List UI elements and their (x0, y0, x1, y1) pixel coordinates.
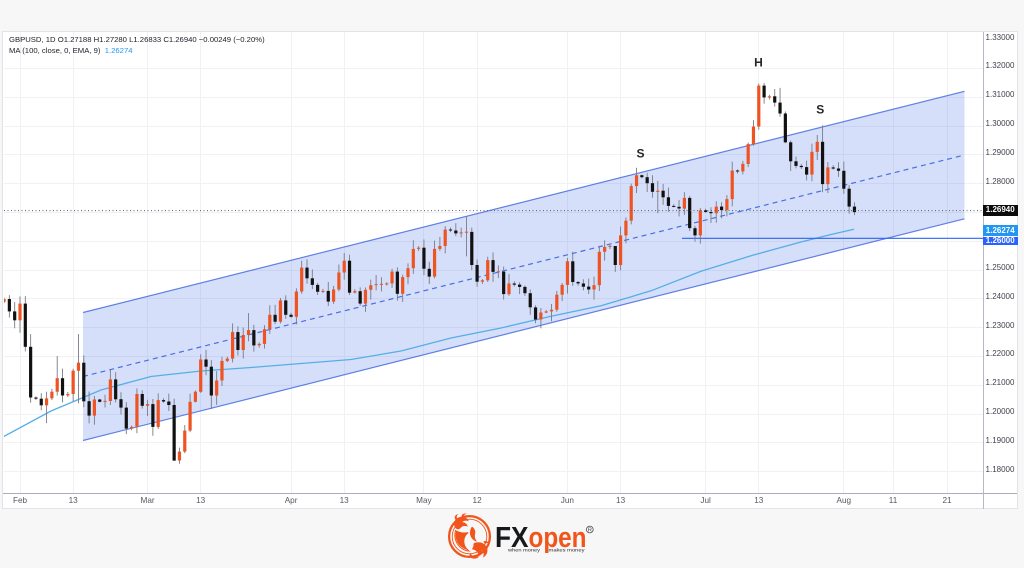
svg-text:S: S (816, 102, 824, 116)
svg-text:open: open (529, 522, 587, 554)
svg-text:makes money: makes money (549, 547, 586, 553)
svg-text:S: S (636, 147, 644, 161)
svg-text:R: R (588, 528, 592, 534)
svg-text:when money: when money (508, 547, 541, 553)
svg-text:FX: FX (495, 522, 529, 554)
svg-text:H: H (754, 55, 763, 69)
